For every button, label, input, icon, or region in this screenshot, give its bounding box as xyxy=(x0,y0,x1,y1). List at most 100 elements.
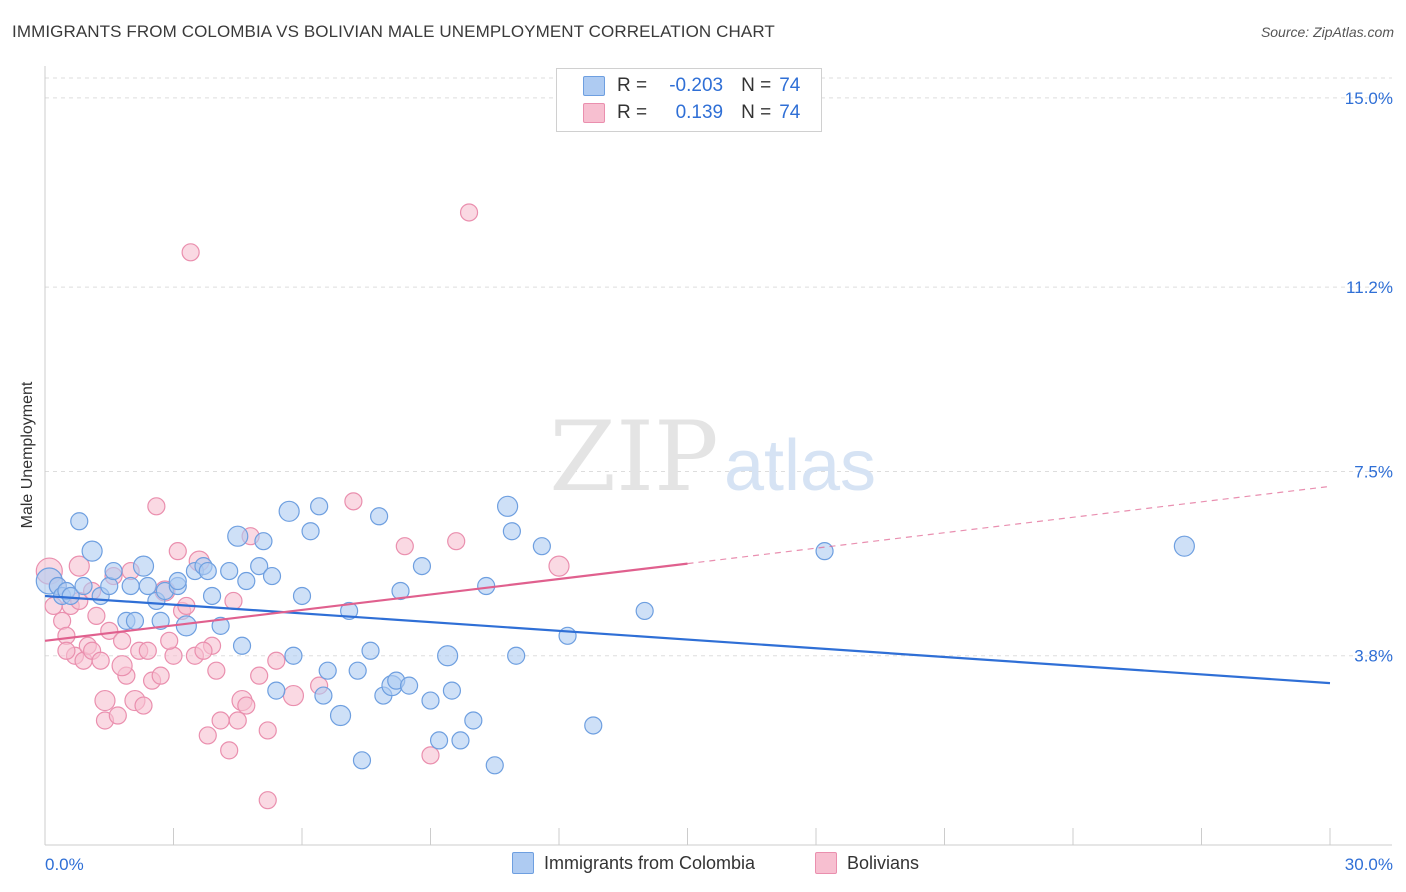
bolivians-point xyxy=(68,555,90,577)
bolivians-point xyxy=(548,555,570,577)
r-value: -0.203 xyxy=(669,75,724,96)
bolivians-point xyxy=(164,646,183,665)
bolivians-point xyxy=(282,684,305,707)
y-tick-label: 7.5% xyxy=(1354,462,1393,481)
x-tick-label: 0.0% xyxy=(45,855,84,874)
bolivians-point xyxy=(53,611,72,630)
bolivians-point xyxy=(168,542,187,561)
colombia-point xyxy=(132,555,155,577)
colombia-point xyxy=(485,756,504,775)
colombia-point xyxy=(301,522,320,541)
blue-swatch xyxy=(512,852,534,874)
colombia-point xyxy=(198,561,217,581)
colombia-point xyxy=(250,556,269,576)
x-tick-label: 30.0% xyxy=(1345,855,1393,874)
colombia-point xyxy=(104,561,123,581)
colombia-point xyxy=(175,615,197,637)
colombia-point xyxy=(412,556,432,576)
bolivians-point xyxy=(237,696,256,715)
colombia-point xyxy=(121,576,140,596)
colombia-point xyxy=(254,532,273,551)
bolivians-point xyxy=(211,711,230,730)
colombia-point xyxy=(202,586,222,606)
y-tick-label: 3.8% xyxy=(1354,647,1393,666)
bolivians-point xyxy=(100,621,119,640)
pink-swatch xyxy=(583,103,605,123)
colombia-point xyxy=(635,601,654,621)
colombia-point xyxy=(507,646,526,665)
bolivians-points xyxy=(35,203,570,810)
colombia-point xyxy=(329,704,352,727)
colombia-point xyxy=(292,586,312,606)
colombia-points xyxy=(35,495,1195,775)
colombia-point xyxy=(227,525,249,547)
bolivians-point xyxy=(151,666,170,685)
bolivians-point xyxy=(57,641,76,660)
pink-swatch xyxy=(815,852,837,874)
bolivians-point xyxy=(87,606,106,625)
bolivians-point xyxy=(112,631,132,650)
colombia-trend-line xyxy=(44,594,1331,685)
colombia-point xyxy=(168,571,187,591)
trend-lines xyxy=(44,485,1331,685)
colombia-point xyxy=(211,616,230,635)
n-label: N = xyxy=(741,75,772,96)
axes xyxy=(44,66,1392,846)
bolivians-point xyxy=(160,631,179,650)
colombia-point xyxy=(451,731,470,750)
colombia-point xyxy=(442,681,462,700)
source-credit: Source: ZipAtlas.com xyxy=(1260,24,1394,40)
bolivians-point xyxy=(224,591,243,611)
bolivians-point xyxy=(258,721,277,740)
colombia-point xyxy=(370,507,389,526)
grid-lines xyxy=(45,77,1392,657)
colombia-point xyxy=(70,512,89,531)
legend-row-bolivians: R = 0.139 N = 74 xyxy=(583,101,800,125)
bolivians-point xyxy=(258,791,277,810)
bolivians-point xyxy=(344,492,363,511)
legend-label: Bolivians xyxy=(847,852,920,873)
correlation-legend: R = -0.203 N = 74 R = 0.139 N = 74 xyxy=(556,68,822,132)
colombia-point xyxy=(584,716,603,735)
bolivians-point xyxy=(459,203,479,222)
bolivians-point xyxy=(267,651,286,670)
colombia-point xyxy=(74,576,93,596)
legend-item-bolivians: Bolivians xyxy=(815,852,919,874)
legend-row-colombia: R = -0.203 N = 74 xyxy=(583,74,800,98)
legend-item-colombia: Immigrants from Colombia xyxy=(512,852,755,874)
colombia-point xyxy=(262,566,282,586)
colombia-point xyxy=(532,537,551,556)
colombia-point xyxy=(391,581,410,601)
watermark-atlas: atlas xyxy=(724,426,876,506)
y-tick-label: 11.2% xyxy=(1346,278,1393,297)
n-value: 74 xyxy=(779,75,801,96)
colombia-point xyxy=(232,636,252,655)
n-label: N = xyxy=(741,102,772,123)
colombia-point xyxy=(340,601,359,621)
y-axis-label: Male Unemployment xyxy=(19,381,36,529)
bolivians-point xyxy=(91,651,110,670)
colombia-point xyxy=(125,611,145,630)
colombia-point xyxy=(314,686,333,705)
watermark-zip: ZIP xyxy=(549,401,718,513)
colombia-point xyxy=(502,522,521,541)
watermark: ZIP atlas xyxy=(549,401,876,513)
colombia-point xyxy=(497,495,519,517)
bolivians-point xyxy=(395,537,414,556)
bolivians-point xyxy=(220,741,239,760)
r-label: R = xyxy=(617,75,648,96)
bolivians-point xyxy=(250,666,269,685)
y-tick-label: 15.0% xyxy=(1345,89,1393,108)
colombia-point xyxy=(318,661,337,680)
chart-title: IMMIGRANTS FROM COLOMBIA VS BOLIVIAN MAL… xyxy=(12,22,775,41)
colombia-point xyxy=(558,626,577,645)
blue-swatch xyxy=(583,76,605,96)
colombia-point xyxy=(151,611,170,630)
colombia-point xyxy=(138,576,157,596)
bolivians-point xyxy=(198,726,217,745)
r-label: R = xyxy=(617,102,648,123)
r-value: 0.139 xyxy=(675,102,724,123)
colombia-point xyxy=(61,586,80,606)
colombia-point xyxy=(278,500,300,522)
